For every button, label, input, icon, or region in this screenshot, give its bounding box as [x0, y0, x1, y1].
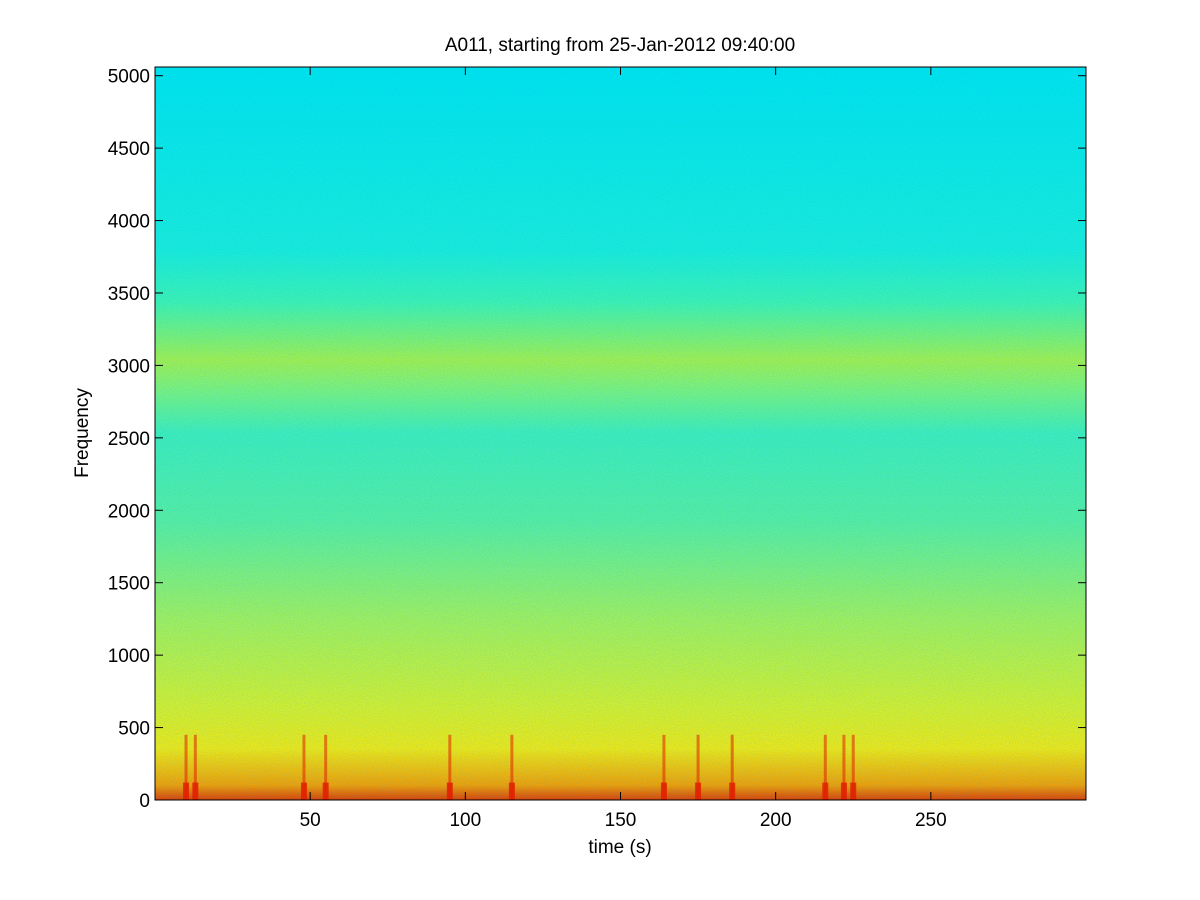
y-tick-label: 4500	[108, 139, 150, 160]
broadband-events	[183, 734, 857, 800]
event-core	[183, 782, 190, 800]
y-tick-label: 500	[118, 719, 150, 740]
event-core	[660, 782, 667, 800]
event-streak	[193, 734, 197, 800]
event-streak	[324, 734, 328, 800]
event-core	[446, 782, 453, 800]
event-core	[850, 782, 857, 800]
event-core	[840, 782, 847, 800]
event-streak	[730, 734, 734, 800]
spectrogram-noise-texture	[155, 67, 1086, 800]
event-streak	[662, 734, 666, 800]
event-streak	[184, 734, 188, 800]
event-core	[192, 782, 199, 800]
chart-title: A011, starting from 25-Jan-2012 09:40:00	[445, 35, 795, 56]
y-tick-label: 2000	[108, 501, 150, 522]
y-tick-label: 3500	[108, 284, 150, 305]
y-tick-label: 0	[139, 791, 150, 812]
event-core	[300, 782, 307, 800]
event-core	[822, 782, 829, 800]
event-streak	[823, 734, 827, 800]
x-tick-label: 150	[605, 810, 637, 831]
x-tick-label: 200	[760, 810, 792, 831]
y-tick-label: 2500	[108, 429, 150, 450]
y-tick-label: 3000	[108, 356, 150, 377]
y-tick-label: 4000	[108, 212, 150, 233]
event-streak	[448, 734, 452, 800]
event-streak	[851, 734, 855, 800]
event-streak	[302, 734, 306, 800]
y-tick-label: 5000	[108, 67, 150, 88]
event-core	[729, 782, 736, 800]
x-tick-label: 50	[300, 810, 321, 831]
event-core	[322, 782, 329, 800]
event-streak	[696, 734, 700, 800]
y-axis-ticks: 0 500 1000 1500 2000 2500 3000 3500 4000 4500 5000	[108, 67, 1086, 812]
x-axis-label: time (s)	[588, 837, 651, 858]
y-tick-label: 1500	[108, 574, 150, 595]
x-tick-label: 250	[915, 810, 947, 831]
y-tick-label: 1000	[108, 646, 150, 667]
plot-area	[154, 66, 1087, 801]
event-streak	[842, 734, 846, 800]
x-axis-ticks: 50 100 150 200 250	[300, 67, 947, 831]
event-streak	[510, 734, 514, 800]
x-tick-label: 100	[449, 810, 481, 831]
y-axis-label: Frequency	[72, 388, 93, 478]
event-core	[695, 782, 702, 800]
event-core	[508, 782, 515, 800]
